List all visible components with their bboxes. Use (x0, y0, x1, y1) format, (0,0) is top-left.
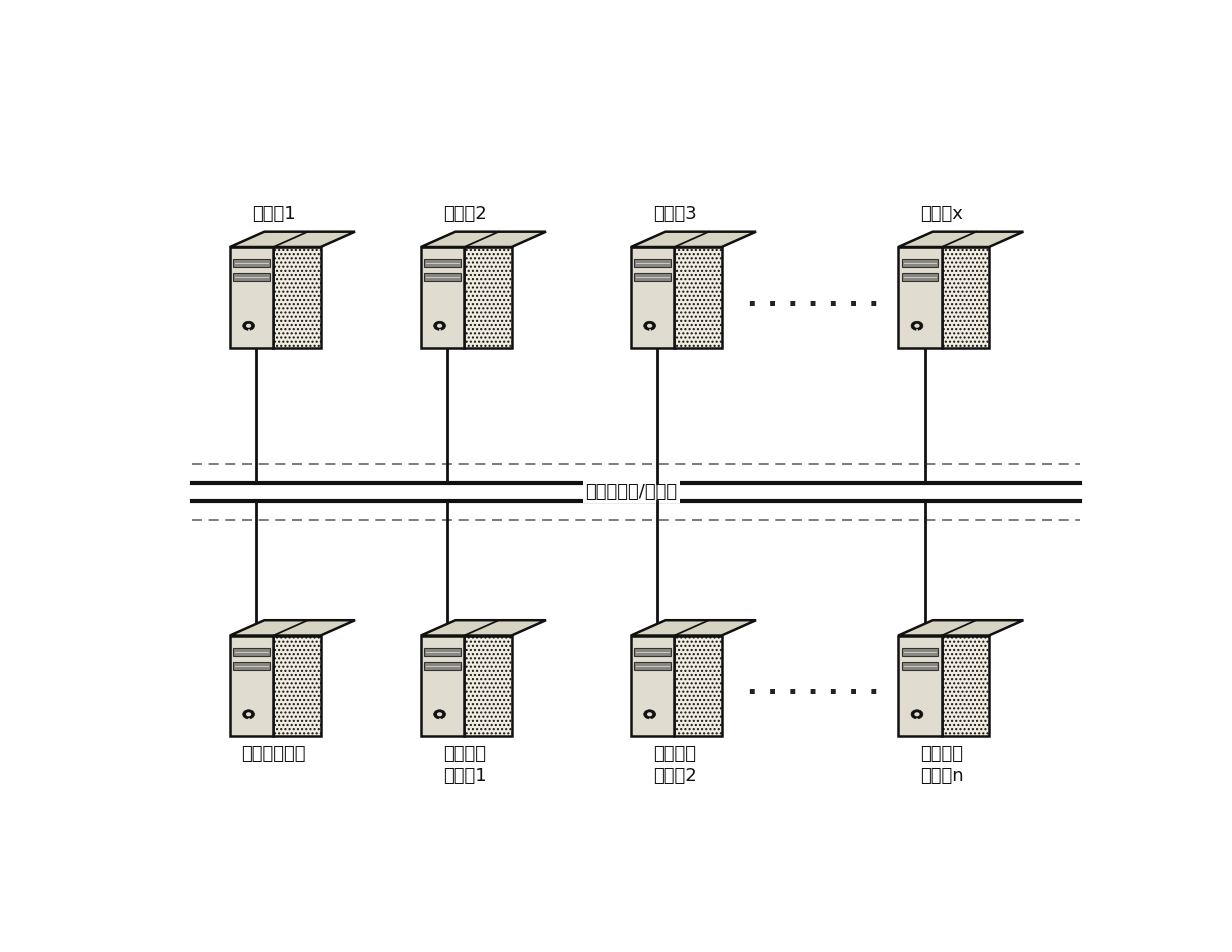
Circle shape (434, 321, 446, 330)
Polygon shape (233, 662, 270, 670)
Circle shape (437, 712, 442, 716)
Polygon shape (233, 647, 270, 656)
Polygon shape (941, 247, 989, 348)
Text: 客户然x: 客户然x (920, 205, 963, 223)
Text: 元数据服务器: 元数据服务器 (241, 745, 306, 764)
Polygon shape (674, 247, 722, 348)
Circle shape (910, 321, 923, 330)
Polygon shape (274, 247, 320, 348)
Circle shape (910, 710, 923, 719)
Polygon shape (230, 231, 355, 247)
Polygon shape (464, 247, 511, 348)
Circle shape (647, 324, 652, 327)
Polygon shape (464, 636, 511, 737)
Polygon shape (631, 620, 756, 636)
Circle shape (434, 710, 446, 719)
Polygon shape (634, 662, 671, 670)
Circle shape (647, 712, 652, 716)
Text: 对象存储
服务器1: 对象存储 服务器1 (442, 745, 487, 785)
Text: 对象存储
服务器2: 对象存储 服务器2 (653, 745, 696, 785)
Text: 客户然3: 客户然3 (653, 205, 696, 223)
Polygon shape (421, 636, 464, 737)
Polygon shape (631, 231, 756, 247)
Text: 对象存储
服务器n: 对象存储 服务器n (920, 745, 963, 785)
Polygon shape (634, 259, 671, 268)
Polygon shape (631, 636, 674, 737)
Polygon shape (634, 273, 671, 282)
Polygon shape (230, 620, 355, 636)
Polygon shape (421, 247, 464, 348)
Polygon shape (634, 647, 671, 656)
Polygon shape (941, 636, 989, 737)
Circle shape (243, 710, 255, 719)
Polygon shape (902, 273, 939, 282)
Text: 千兆以太网/光纤网: 千兆以太网/光纤网 (585, 483, 678, 501)
Text: 客户然2: 客户然2 (442, 205, 487, 223)
Circle shape (643, 710, 655, 719)
Text: . . . . . . .: . . . . . . . (747, 284, 878, 311)
Polygon shape (274, 636, 320, 737)
Polygon shape (898, 231, 1024, 247)
Circle shape (246, 712, 251, 716)
Polygon shape (424, 647, 461, 656)
Polygon shape (424, 662, 461, 670)
Circle shape (914, 712, 919, 716)
Text: . . . . . . .: . . . . . . . (747, 672, 878, 700)
Polygon shape (902, 259, 939, 268)
Circle shape (914, 324, 919, 327)
Text: 客户然1: 客户然1 (251, 205, 296, 223)
Polygon shape (674, 636, 722, 737)
Polygon shape (631, 247, 674, 348)
Polygon shape (424, 273, 461, 282)
Polygon shape (233, 259, 270, 268)
Polygon shape (230, 247, 274, 348)
Circle shape (437, 324, 442, 327)
Polygon shape (421, 620, 546, 636)
Circle shape (243, 321, 255, 330)
Polygon shape (902, 662, 939, 670)
Polygon shape (424, 259, 461, 268)
Polygon shape (902, 647, 939, 656)
Circle shape (246, 324, 251, 327)
Polygon shape (898, 636, 941, 737)
Polygon shape (898, 620, 1024, 636)
Polygon shape (898, 247, 941, 348)
Polygon shape (230, 636, 274, 737)
Polygon shape (421, 231, 546, 247)
Polygon shape (233, 273, 270, 282)
Circle shape (643, 321, 655, 330)
